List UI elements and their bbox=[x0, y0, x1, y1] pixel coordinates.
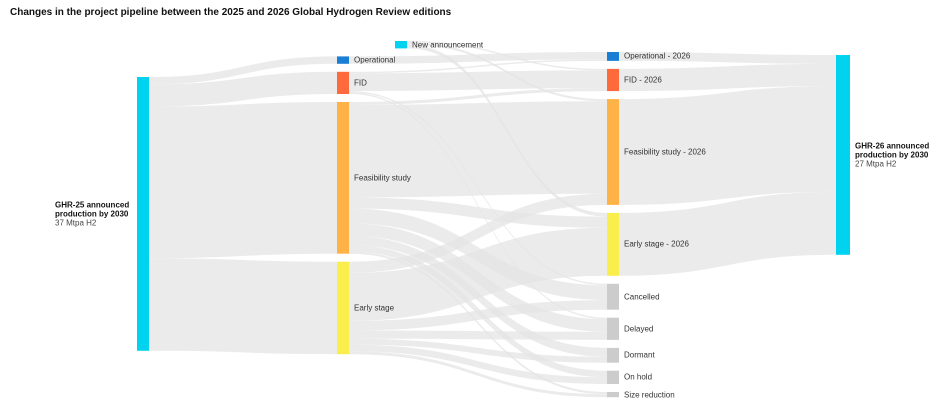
node-name: Operational - 2026 bbox=[624, 51, 691, 61]
node-label: Early stage - 2026 bbox=[624, 240, 689, 249]
node-label: New announcement bbox=[412, 40, 483, 49]
link bbox=[149, 102, 337, 259]
node-sublabel: 37 Mtpa H2 bbox=[55, 218, 97, 228]
node-name: FID bbox=[354, 78, 367, 88]
link bbox=[149, 56, 337, 85]
node-name: Early stage - 2026 bbox=[624, 239, 689, 249]
node bbox=[607, 212, 619, 276]
node bbox=[337, 261, 349, 355]
link bbox=[349, 351, 607, 398]
node-label: On hold bbox=[624, 373, 652, 382]
node bbox=[607, 52, 619, 61]
chart-title: Changes in the project pipeline between … bbox=[10, 7, 452, 18]
node bbox=[137, 77, 149, 351]
link bbox=[349, 193, 607, 273]
node bbox=[395, 41, 407, 49]
node-name: GHR-26 announced production by 2030 bbox=[855, 141, 930, 160]
link bbox=[349, 300, 607, 331]
node-label: Operational bbox=[354, 56, 395, 65]
link bbox=[349, 52, 607, 64]
node-label: Dormant bbox=[624, 351, 655, 360]
node-label: GHR-25 announced production by 2030 37 Mt… bbox=[55, 200, 131, 227]
node bbox=[607, 68, 619, 92]
node bbox=[337, 71, 349, 94]
node bbox=[607, 347, 619, 363]
node bbox=[836, 55, 850, 255]
node-label: FID bbox=[354, 78, 367, 87]
link bbox=[349, 92, 607, 320]
link bbox=[349, 330, 607, 340]
link bbox=[349, 197, 607, 228]
node bbox=[607, 99, 619, 205]
node-name: Feasibility study - 2026 bbox=[624, 147, 706, 157]
node-label: Operational - 2026 bbox=[624, 52, 690, 61]
node-label: Early stage bbox=[354, 303, 394, 312]
node bbox=[607, 283, 619, 310]
link bbox=[149, 258, 337, 355]
node bbox=[337, 102, 349, 254]
node-label: Feasibility study bbox=[354, 173, 411, 182]
link bbox=[619, 191, 836, 276]
node-label: Feasibility study - 2026 bbox=[624, 147, 706, 156]
node-name: FID - 2026 bbox=[624, 75, 662, 85]
link bbox=[349, 59, 607, 74]
node-name: GHR-25 announced production by 2030 bbox=[55, 200, 130, 219]
link bbox=[619, 52, 836, 64]
node bbox=[337, 56, 349, 64]
link bbox=[349, 338, 607, 363]
link bbox=[349, 88, 607, 105]
node-label: Delayed bbox=[624, 324, 653, 333]
node-label: Cancelled bbox=[624, 292, 660, 301]
link bbox=[149, 71, 337, 107]
link bbox=[619, 86, 836, 205]
node bbox=[607, 392, 619, 398]
link bbox=[349, 70, 607, 92]
node-name: Cancelled bbox=[624, 292, 660, 302]
node-name: New announcement bbox=[412, 40, 484, 50]
node-name: On hold bbox=[624, 372, 653, 382]
node-label: Size reduction bbox=[624, 390, 675, 399]
node-label: FID - 2026 bbox=[624, 75, 662, 84]
link bbox=[349, 251, 607, 395]
link bbox=[349, 227, 607, 321]
link bbox=[349, 101, 607, 198]
node-name: Early stage bbox=[354, 303, 395, 313]
node-name: Dormant bbox=[624, 350, 655, 360]
node-name: Size reduction bbox=[624, 390, 675, 400]
link bbox=[619, 63, 836, 92]
link bbox=[349, 344, 607, 385]
node-label: GHR-26 announced production by 2030 27 Mt… bbox=[855, 141, 940, 168]
node-name: Feasibility study bbox=[354, 173, 411, 183]
node-sublabel: 27 Mtpa H2 bbox=[855, 159, 897, 169]
node-name: Operational bbox=[354, 55, 396, 65]
node bbox=[607, 317, 619, 340]
node bbox=[607, 370, 619, 385]
node-name: Delayed bbox=[624, 324, 654, 334]
